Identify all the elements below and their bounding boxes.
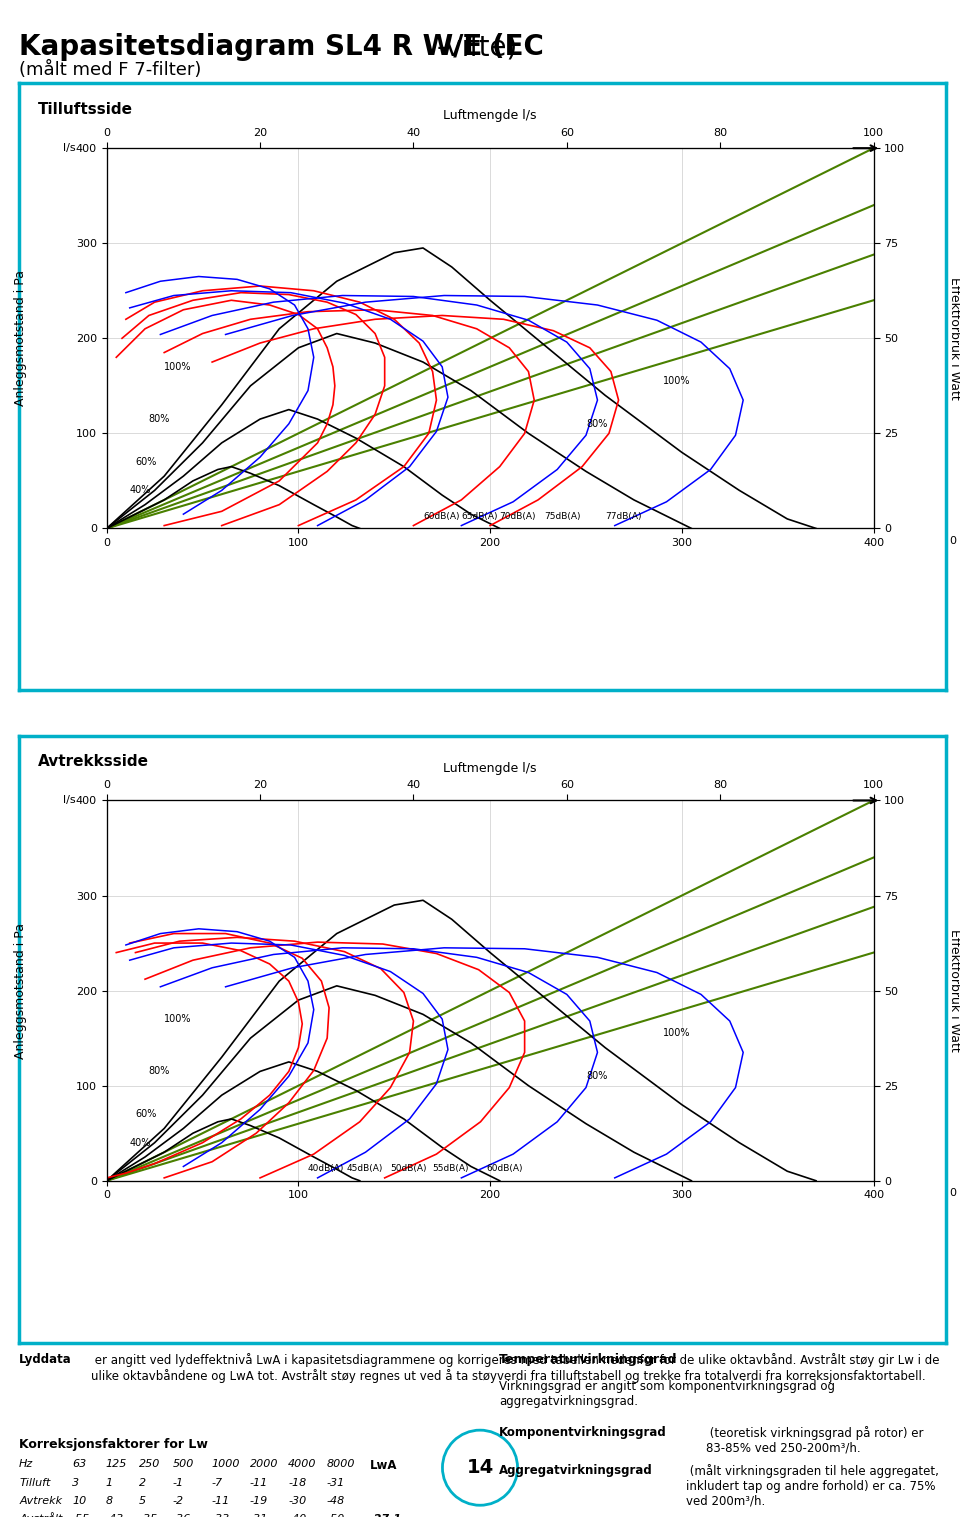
Text: -36: -36 bbox=[173, 1514, 191, 1517]
Text: 2: 2 bbox=[139, 1478, 146, 1488]
Text: Komponentvirkningsgrad: Komponentvirkningsgrad bbox=[499, 1426, 667, 1440]
Text: 40%: 40% bbox=[130, 1138, 151, 1148]
Text: 60dB(A): 60dB(A) bbox=[423, 511, 460, 520]
Text: l/s: l/s bbox=[63, 795, 76, 806]
Text: (målt med F 7-filter): (målt med F 7-filter) bbox=[19, 61, 202, 79]
Text: -30: -30 bbox=[288, 1496, 306, 1506]
X-axis label: Luftmengde l/s: Luftmengde l/s bbox=[444, 109, 537, 123]
Text: -43: -43 bbox=[106, 1514, 124, 1517]
Text: Lyddata: Lyddata bbox=[19, 1353, 72, 1367]
Text: 500: 500 bbox=[173, 1459, 194, 1470]
Text: 40%: 40% bbox=[130, 485, 151, 496]
Text: Virkningsgrad er angitt som komponentvirkningsgrad og aggregatvirkningsgrad.: Virkningsgrad er angitt som komponentvir… bbox=[499, 1380, 835, 1408]
Text: 100%: 100% bbox=[662, 1029, 690, 1038]
Text: Avstrålt: Avstrålt bbox=[19, 1514, 62, 1517]
Text: 80%: 80% bbox=[586, 1071, 608, 1082]
Text: Tilluft: Tilluft bbox=[19, 1478, 51, 1488]
Text: -11: -11 bbox=[250, 1478, 268, 1488]
Text: -50: -50 bbox=[326, 1514, 345, 1517]
Text: 0  W: 0 W bbox=[950, 536, 960, 546]
Text: Avtrekk: Avtrekk bbox=[19, 1496, 62, 1506]
Text: 2000: 2000 bbox=[250, 1459, 278, 1470]
Text: Aggregatvirkningsgrad: Aggregatvirkningsgrad bbox=[499, 1464, 653, 1478]
Text: 8000: 8000 bbox=[326, 1459, 355, 1470]
Text: 1000: 1000 bbox=[211, 1459, 240, 1470]
Text: 70dB(A): 70dB(A) bbox=[500, 511, 537, 520]
Text: 14: 14 bbox=[467, 1458, 493, 1478]
Text: Korreksjonsfaktorer for Lw: Korreksjonsfaktorer for Lw bbox=[19, 1438, 208, 1452]
Text: -2: -2 bbox=[173, 1496, 184, 1506]
Text: 75dB(A): 75dB(A) bbox=[543, 511, 580, 520]
Text: 55dB(A): 55dB(A) bbox=[433, 1164, 469, 1173]
Text: 100%: 100% bbox=[164, 363, 192, 372]
Text: 80%: 80% bbox=[586, 419, 608, 429]
Text: -48: -48 bbox=[326, 1496, 345, 1506]
Text: -1: -1 bbox=[173, 1478, 184, 1488]
Text: Kapasitetsdiagram SL4 R W/E (EC: Kapasitetsdiagram SL4 R W/E (EC bbox=[19, 33, 544, 61]
Text: 5: 5 bbox=[139, 1496, 146, 1506]
Text: 250: 250 bbox=[139, 1459, 160, 1470]
Text: -33: -33 bbox=[211, 1514, 229, 1517]
Text: Temperaturvirkningsgrad: Temperaturvirkningsgrad bbox=[499, 1353, 678, 1367]
Text: (teoretisk virkningsgrad på rotor) er 83-85% ved 250-200m³/h.: (teoretisk virkningsgrad på rotor) er 83… bbox=[706, 1426, 924, 1455]
Text: (målt virkningsgraden til hele aggregatet, inkludert tap og andre forhold) er ca: (målt virkningsgraden til hele aggregate… bbox=[686, 1464, 939, 1508]
Text: 50dB(A): 50dB(A) bbox=[391, 1164, 427, 1173]
Text: 65dB(A): 65dB(A) bbox=[462, 511, 498, 520]
Text: 10: 10 bbox=[72, 1496, 86, 1506]
Y-axis label: Anleggsmotstand i Pa: Anleggsmotstand i Pa bbox=[14, 270, 27, 407]
Text: -18: -18 bbox=[288, 1478, 306, 1488]
Text: -vifte): -vifte) bbox=[437, 33, 518, 61]
Text: 8: 8 bbox=[106, 1496, 112, 1506]
Text: -19: -19 bbox=[250, 1496, 268, 1506]
Text: -11: -11 bbox=[211, 1496, 229, 1506]
Text: 60%: 60% bbox=[135, 1109, 156, 1120]
Text: -40: -40 bbox=[288, 1514, 306, 1517]
Text: 80%: 80% bbox=[149, 414, 170, 425]
Text: 63: 63 bbox=[72, 1459, 86, 1470]
Text: 0  W: 0 W bbox=[950, 1188, 960, 1198]
Text: l/s: l/s bbox=[63, 143, 76, 153]
Text: -31: -31 bbox=[326, 1478, 345, 1488]
Text: 40dB(A): 40dB(A) bbox=[308, 1164, 345, 1173]
Text: 80%: 80% bbox=[149, 1066, 170, 1077]
Text: -35: -35 bbox=[139, 1514, 157, 1517]
X-axis label: Luftmengde l/s: Luftmengde l/s bbox=[444, 762, 537, 775]
Text: 125: 125 bbox=[106, 1459, 127, 1470]
Y-axis label: Effektforbruk i Watt: Effektforbruk i Watt bbox=[948, 278, 960, 399]
Text: Tilluftsside: Tilluftsside bbox=[37, 102, 132, 117]
Text: 60dB(A): 60dB(A) bbox=[487, 1164, 523, 1173]
Text: Hz: Hz bbox=[19, 1459, 34, 1470]
Text: Avtrekksside: Avtrekksside bbox=[37, 754, 149, 769]
Y-axis label: Anleggsmotstand i Pa: Anleggsmotstand i Pa bbox=[14, 922, 27, 1059]
Text: 77dB(A): 77dB(A) bbox=[605, 511, 641, 520]
Text: -55: -55 bbox=[72, 1514, 90, 1517]
Text: LwA: LwA bbox=[370, 1459, 397, 1473]
Text: 100%: 100% bbox=[662, 376, 690, 385]
Text: 60%: 60% bbox=[135, 457, 156, 467]
Text: -31: -31 bbox=[250, 1514, 268, 1517]
Text: 4000: 4000 bbox=[288, 1459, 317, 1470]
Text: -7: -7 bbox=[211, 1478, 223, 1488]
Text: 100%: 100% bbox=[164, 1015, 192, 1024]
Text: 3: 3 bbox=[72, 1478, 79, 1488]
Text: 1: 1 bbox=[106, 1478, 112, 1488]
Text: 45dB(A): 45dB(A) bbox=[347, 1164, 383, 1173]
Y-axis label: Effektforbruk i Watt: Effektforbruk i Watt bbox=[948, 930, 960, 1051]
Text: -27,1: -27,1 bbox=[370, 1514, 401, 1517]
Text: er angitt ved lydeffektnivå LwA i kapasitetsdiagrammene og korrigeres med tabell: er angitt ved lydeffektnivå LwA i kapasi… bbox=[91, 1353, 940, 1384]
